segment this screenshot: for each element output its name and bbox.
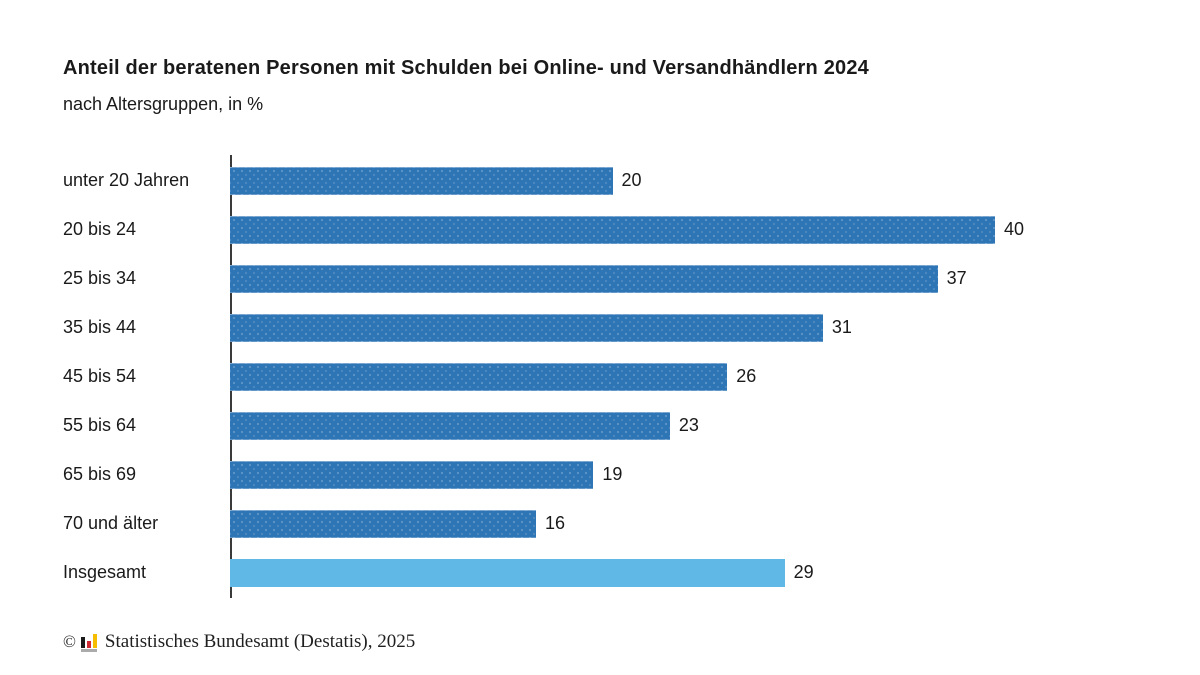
category-label: Insgesamt xyxy=(63,562,147,582)
category-label: 35 bis 44 xyxy=(63,317,137,337)
value-label: 31 xyxy=(831,317,852,337)
bar-row: 25 bis 34 37 xyxy=(63,254,1153,303)
category-label: 70 und älter xyxy=(63,513,159,533)
bar xyxy=(230,411,670,440)
value-label: 19 xyxy=(602,464,623,484)
value-label: 20 xyxy=(621,170,642,190)
bar-row: 65 bis 69 19 xyxy=(63,450,1153,499)
bar xyxy=(230,362,728,391)
bar-row: unter 20 Jahren 20 xyxy=(63,156,1153,205)
value-label: 37 xyxy=(946,268,967,288)
bar-row: 45 bis 54 26 xyxy=(63,352,1153,401)
bar-row: 55 bis 64 23 xyxy=(63,401,1153,450)
bar-row: Insgesamt 29 xyxy=(63,548,1153,597)
value-label: 29 xyxy=(793,562,814,582)
category-label: 55 bis 64 xyxy=(63,415,137,435)
bar xyxy=(230,166,613,195)
bar-rows: unter 20 Jahren 20 20 bis 24 40 25 bis 3… xyxy=(63,156,1153,597)
source-attribution: © Statistisches Bundesamt (Destatis), 20… xyxy=(63,631,415,653)
chart-subtitle: nach Altersgruppen, in % xyxy=(63,94,264,114)
copyright-symbol: © xyxy=(63,632,76,651)
category-label: 65 bis 69 xyxy=(63,464,137,484)
bar xyxy=(230,460,594,489)
bar xyxy=(230,313,823,342)
bar-chart: unter 20 Jahren 20 20 bis 24 40 25 bis 3… xyxy=(63,155,1153,598)
category-label: unter 20 Jahren xyxy=(63,170,190,190)
value-label: 23 xyxy=(678,415,699,435)
value-label: 26 xyxy=(736,366,757,386)
category-label: 20 bis 24 xyxy=(63,219,137,239)
value-label: 16 xyxy=(545,513,566,533)
chart-title: Anteil der beratenen Personen mit Schuld… xyxy=(63,57,869,79)
destatis-logo-icon xyxy=(80,633,97,652)
value-label: 40 xyxy=(1004,219,1025,239)
bar-row: 20 bis 24 40 xyxy=(63,205,1153,254)
bar-row: 70 und älter 16 xyxy=(63,499,1153,548)
source-text: Statistisches Bundesamt (Destatis), 2025 xyxy=(104,631,416,652)
category-label: 45 bis 54 xyxy=(63,366,137,386)
bar-row: 35 bis 44 31 xyxy=(63,303,1153,352)
bar xyxy=(230,558,785,587)
bar xyxy=(230,509,536,538)
category-label: 25 bis 34 xyxy=(63,268,137,288)
bar xyxy=(230,215,995,244)
bar xyxy=(230,264,938,293)
